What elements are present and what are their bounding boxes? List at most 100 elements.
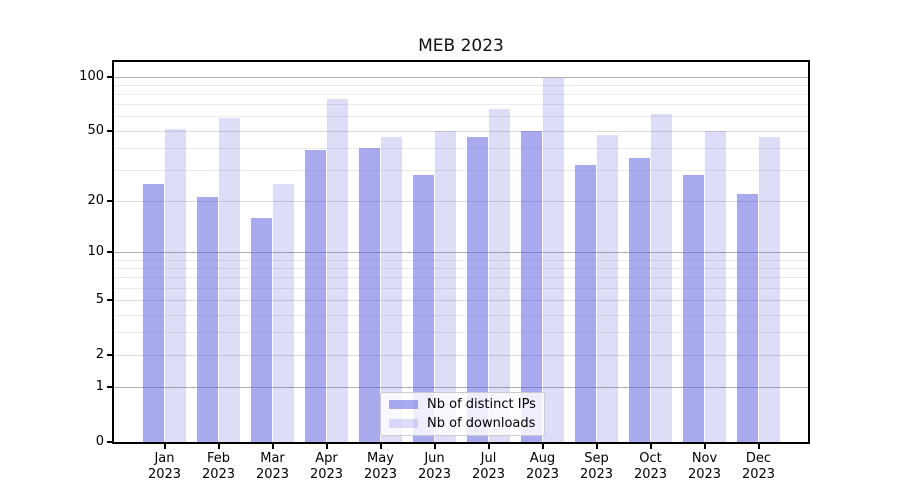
y-tick-label-1: 1 <box>95 379 104 395</box>
bar-mar-ips <box>250 217 273 442</box>
bar-sep-ips <box>574 165 597 442</box>
year-label: 2023 <box>363 467 398 482</box>
month-label: Jan <box>154 451 175 466</box>
x-tick-aug <box>541 444 544 449</box>
legend-swatch-downloads-icon <box>389 419 418 428</box>
x-tick-apr <box>325 444 328 449</box>
x-tick-label-dec: Dec 2023 <box>729 451 789 483</box>
y-tick-label-10: 10 <box>87 244 104 260</box>
month-label: Jul <box>480 451 497 466</box>
y-tick-label-2: 2 <box>95 347 104 362</box>
x-tick-jul <box>487 444 490 449</box>
x-tick-label-may: May 2023 <box>351 451 411 483</box>
month-label: Feb <box>206 451 231 466</box>
gridline-y-4 <box>114 314 808 316</box>
x-tick-label-jul: Jul 2023 <box>459 451 519 483</box>
gridline-y-7 <box>114 277 808 279</box>
y-tick-label-5: 5 <box>95 292 104 308</box>
month-label: Aug <box>529 451 556 466</box>
gridline-y-70 <box>114 104 808 106</box>
x-tick-nov <box>703 444 706 449</box>
bar-dec-ips <box>736 193 759 442</box>
legend-swatch-distinct-ips-icon <box>389 400 418 409</box>
x-tick-may <box>379 444 382 449</box>
gridline-y-30 <box>114 170 808 171</box>
year-label: 2023 <box>687 467 722 482</box>
y-tick-10 <box>107 251 112 254</box>
bar-may-downloads <box>380 137 403 442</box>
bar-aug-downloads <box>542 78 565 442</box>
bar-jan-downloads <box>164 129 187 442</box>
bar-feb-ips <box>196 197 219 442</box>
y-tick-2 <box>107 354 112 356</box>
y-tick-label-50: 50 <box>87 122 104 138</box>
bar-apr-downloads <box>326 99 349 442</box>
month-label: May <box>367 451 394 466</box>
bar-nov-ips <box>682 175 705 442</box>
y-tick-100 <box>107 75 112 78</box>
legend-item-distinct-ips: Nb of distinct IPs <box>389 397 536 412</box>
bar-jan-ips <box>142 184 165 442</box>
bar-jun-ips <box>412 175 435 442</box>
year-label: 2023 <box>255 467 290 482</box>
gridline-y-8 <box>114 268 808 269</box>
bar-jul-ips <box>466 137 489 442</box>
bar-oct-ips <box>628 158 651 442</box>
year-label: 2023 <box>741 467 776 482</box>
y-tick-50 <box>107 129 112 132</box>
x-tick-label-mar: Mar 2023 <box>243 451 303 483</box>
gridline-y-20 <box>114 200 808 202</box>
gridline-y-3 <box>114 332 808 334</box>
y-tick-1 <box>107 386 112 389</box>
bar-may-ips <box>358 147 381 442</box>
bar-feb-downloads <box>218 117 241 442</box>
month-label: Mar <box>260 451 285 466</box>
bar-aug-ips <box>520 130 543 442</box>
gridline-y-5 <box>114 300 808 302</box>
month-label: Oct <box>639 451 662 466</box>
legend: Nb of distinct IPs Nb of downloads <box>380 392 545 436</box>
y-tick-20 <box>107 199 112 202</box>
year-label: 2023 <box>525 467 560 482</box>
year-label: 2023 <box>417 467 452 482</box>
gridline-y-60 <box>114 116 808 118</box>
gridline-y-9 <box>114 259 808 261</box>
bar-oct-downloads <box>650 113 673 442</box>
gridline-y-1 <box>114 387 808 389</box>
x-tick-dec <box>757 444 760 449</box>
year-label: 2023 <box>201 467 236 482</box>
gridline-y-80 <box>114 94 808 95</box>
gridline-y-90 <box>114 84 808 86</box>
bar-nov-downloads <box>704 130 727 442</box>
month-label: Sep <box>584 451 609 466</box>
gridline-y-10 <box>114 252 808 254</box>
gridline-y-100 <box>114 76 808 78</box>
x-tick-label-nov: Nov 2023 <box>675 451 735 483</box>
bar-jun-downloads <box>434 130 457 442</box>
year-label: 2023 <box>579 467 614 482</box>
y-tick-5 <box>107 299 112 302</box>
x-tick-mar <box>271 444 274 449</box>
x-tick-label-aug: Aug 2023 <box>513 451 573 483</box>
year-label: 2023 <box>309 467 344 482</box>
x-tick-label-apr: Apr 2023 <box>297 451 357 483</box>
legend-item-downloads: Nb of downloads <box>389 416 536 431</box>
y-tick-label-100: 100 <box>79 68 104 84</box>
gridline-y-2 <box>114 355 808 356</box>
x-tick-label-jun: Jun 2023 <box>405 451 465 483</box>
gridline-y-6 <box>114 287 808 289</box>
month-label: Apr <box>315 451 338 466</box>
chart-title: MEB 2023 <box>418 36 504 56</box>
x-tick-oct <box>649 444 652 449</box>
legend-label-distinct-ips: Nb of distinct IPs <box>427 397 536 412</box>
x-tick-jun <box>433 444 436 449</box>
year-label: 2023 <box>147 467 182 482</box>
x-tick-jan <box>163 444 166 449</box>
year-label: 2023 <box>633 467 668 482</box>
bar-jul-downloads <box>488 109 511 442</box>
x-tick-sep <box>595 444 598 449</box>
month-label: Nov <box>691 451 718 466</box>
y-tick-label-0: 0 <box>95 434 104 449</box>
gridline-y-40 <box>114 147 808 149</box>
x-tick-label-feb: Feb 2023 <box>189 451 249 483</box>
